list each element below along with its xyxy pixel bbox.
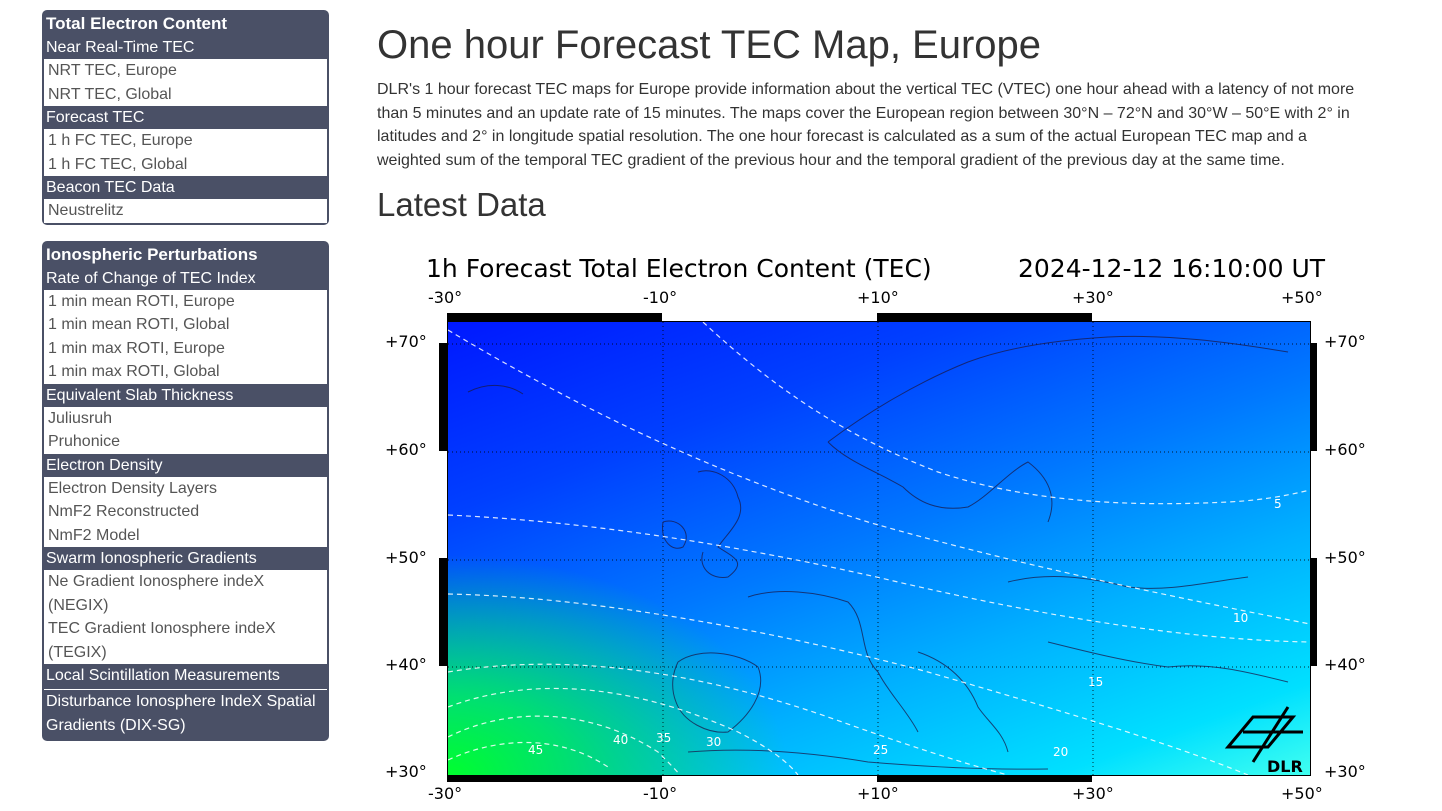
link-mean-roti-global[interactable]: 1 min mean ROTI, Global: [48, 316, 230, 333]
section-head-electron-density: Electron Density: [46, 456, 163, 474]
lon-label-bottom: -30°: [428, 784, 463, 803]
map-title: 1h Forecast Total Electron Content (TEC): [426, 254, 932, 283]
link-max-roti-global[interactable]: 1 min max ROTI, Global: [48, 363, 220, 380]
contour-label-5: 5: [1274, 497, 1282, 511]
link-nmf2-model[interactable]: NmF2 Model: [48, 526, 140, 544]
link-juliusruh[interactable]: Juliusruh: [48, 409, 113, 427]
contour-labels: 5 10 15 20 25 30 35 40 45: [528, 497, 1282, 759]
lon-label-bottom: -10°: [643, 784, 678, 803]
link-mean-roti-europe[interactable]: 1 min mean ROTI, Europe: [48, 292, 235, 310]
lat-label-right: +40°: [1324, 655, 1366, 674]
slab-thickness-links: Juliusruh Pruhonice: [44, 406, 327, 454]
contour-label-10: 10: [1233, 611, 1248, 625]
contour-label-30: 30: [706, 735, 721, 749]
lat-label-right: +50°: [1324, 548, 1366, 567]
frame-bottom-seg: [877, 774, 1092, 782]
lon-label-top: +10°: [857, 288, 899, 307]
iono-panel-title: Ionospheric Perturbations: [46, 244, 258, 264]
lon-label-bottom: +10°: [857, 784, 899, 803]
section-head-roti: Rate of Change of TEC Index: [46, 269, 256, 287]
link-dix-sg[interactable]: Disturbance Ionosphere IndeX Spatial Gra…: [44, 688, 327, 739]
link-nrt-tec-europe[interactable]: NRT TEC, Europe: [48, 62, 177, 79]
lon-label-bottom: +50°: [1281, 784, 1323, 803]
section-head-forecast-tec: Forecast TEC: [46, 109, 145, 126]
lon-label-bottom: +30°: [1072, 784, 1114, 803]
lat-label-right: +60°: [1324, 440, 1366, 459]
tec-panel-title: Total Electron Content: [46, 14, 228, 33]
link-local-scintillation[interactable]: Local Scintillation Measurements: [46, 667, 280, 684]
tec-map-figure: 1h Forecast Total Electron Content (TEC)…: [378, 250, 1366, 811]
lat-label-left: +50°: [385, 548, 427, 567]
lon-label-top: -30°: [428, 288, 463, 307]
link-tegix[interactable]: TEC Gradient Ionosphere indeX (TEGIX): [48, 620, 276, 661]
map-grid: [448, 322, 1310, 775]
sidebar: Total Electron Content Near Real-Time TE…: [42, 10, 329, 755]
section-head-nrt-tec: Near Real-Time TEC: [46, 39, 195, 56]
link-electron-density-layers[interactable]: Electron Density Layers: [48, 479, 217, 497]
lat-label-left: +30°: [385, 762, 427, 781]
frame-right-seg: [1309, 558, 1317, 666]
frame-top-seg: [877, 313, 1092, 321]
contour-label-45: 45: [528, 743, 543, 757]
map-timestamp: 2024-12-12 16:10:00 UT: [1018, 254, 1326, 283]
tec-panel: Total Electron Content Near Real-Time TE…: [42, 10, 329, 225]
latest-data-heading: Latest Data: [377, 186, 546, 223]
lon-label-top: -10°: [643, 288, 678, 307]
link-pruhonice[interactable]: Pruhonice: [48, 433, 121, 450]
frame-left-seg: [439, 343, 447, 451]
swarm-gradients-links: Ne Gradient Ionosphere indeX (NEGIX) TEC…: [44, 570, 327, 664]
lon-label-top: +30°: [1072, 288, 1114, 307]
nrt-tec-links: NRT TEC, Europe NRT TEC, Global: [44, 59, 327, 106]
link-nrt-tec-global[interactable]: NRT TEC, Global: [48, 85, 172, 103]
roti-links: 1 min mean ROTI, Europe 1 min mean ROTI,…: [44, 289, 327, 384]
dlr-logo-icon: [1224, 706, 1303, 763]
contour-label-15: 15: [1088, 675, 1103, 689]
lat-label-left: +60°: [385, 440, 427, 459]
lat-label-right: +70°: [1324, 332, 1366, 351]
lat-label-left: +70°: [385, 332, 427, 351]
coastlines: [467, 335, 1289, 770]
electron-density-links: Electron Density Layers NmF2 Reconstruct…: [44, 476, 327, 547]
tec-contours: [448, 322, 1310, 775]
lon-label-top: +50°: [1281, 288, 1323, 307]
lat-label-right: +30°: [1324, 762, 1366, 781]
contour-label-35: 35: [656, 731, 671, 745]
forecast-tec-links: 1 h FC TEC, Europe 1 h FC TEC, Global: [44, 129, 327, 176]
frame-bottom-seg: [447, 774, 662, 782]
link-negix[interactable]: Ne Gradient Ionosphere indeX (NEGIX): [48, 573, 265, 614]
link-neustrelitz[interactable]: Neustrelitz: [48, 202, 124, 219]
link-fc-tec-global[interactable]: 1 h FC TEC, Global: [48, 155, 188, 173]
frame-top-seg: [447, 313, 662, 321]
link-max-roti-europe[interactable]: 1 min max ROTI, Europe: [48, 339, 225, 357]
lat-label-left: +40°: [385, 655, 427, 674]
link-nmf2-reconstructed[interactable]: NmF2 Reconstructed: [48, 503, 200, 520]
contour-label-25: 25: [873, 743, 888, 757]
main-content: One hour Forecast TEC Map, Europe DLR's …: [377, 18, 1377, 228]
contour-label-40: 40: [613, 733, 628, 747]
contour-label-20: 20: [1053, 745, 1068, 759]
section-head-slab-thickness: Equivalent Slab Thickness: [46, 386, 234, 404]
section-head-swarm-gradients: Swarm Ionospheric Gradients: [46, 550, 257, 567]
section-head-beacon-tec: Beacon TEC Data: [46, 179, 175, 196]
link-fc-tec-europe[interactable]: 1 h FC TEC, Europe: [48, 132, 193, 149]
beacon-tec-links: Neustrelitz: [44, 199, 327, 223]
page-title: One hour Forecast TEC Map, Europe: [377, 23, 1042, 67]
dlr-logo-text: DLR: [1267, 757, 1303, 776]
tec-map-canvas: 5 10 15 20 25 30 35 40 45 DLR: [447, 321, 1311, 776]
frame-left-seg: [439, 558, 447, 666]
intro-paragraph: DLR's 1 hour forecast TEC maps for Europ…: [377, 81, 1355, 169]
tec-map-svg: 5 10 15 20 25 30 35 40 45: [448, 322, 1310, 775]
iono-panel: Ionospheric Perturbations Rate of Change…: [42, 240, 329, 741]
frame-right-seg: [1309, 343, 1317, 451]
